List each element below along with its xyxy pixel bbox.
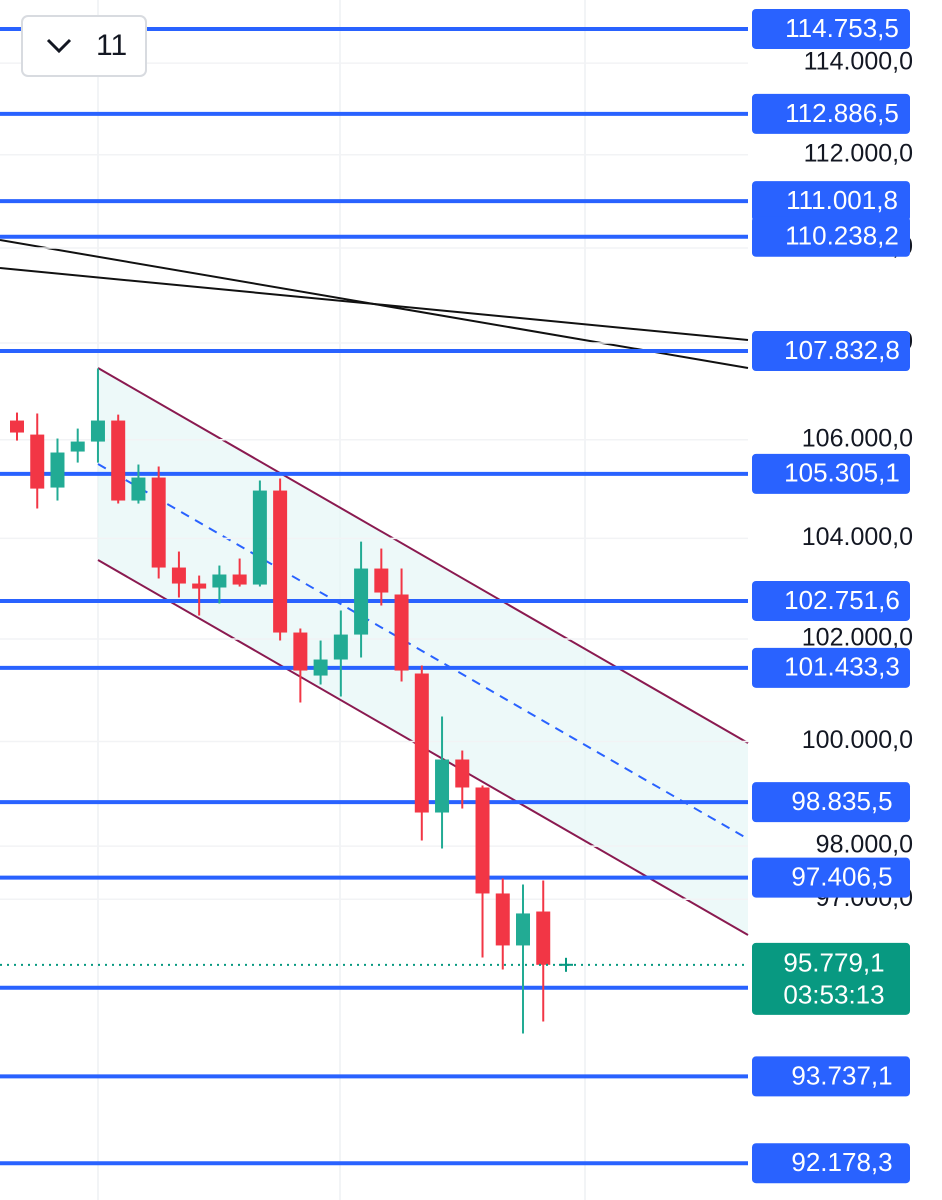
y-tick-label: 114.000,0	[804, 48, 913, 76]
candle-body	[414, 673, 429, 813]
level-label: 97.406,5	[791, 861, 892, 891]
level-label: 98.835,5	[791, 786, 892, 816]
candle-body	[495, 893, 510, 946]
last-price-box	[752, 942, 910, 1015]
candle-body	[50, 452, 65, 488]
candle-body	[171, 567, 186, 584]
candle-body	[232, 574, 247, 585]
candle-body	[90, 420, 105, 442]
y-tick-label: 100.000,0	[802, 726, 913, 754]
candle-body	[30, 434, 45, 489]
level-label-box	[752, 782, 910, 823]
level-label: 107.832,8	[784, 335, 900, 365]
level-label-box	[752, 1056, 910, 1097]
level-label: 112.886,5	[785, 98, 899, 128]
y-axis	[0, 62, 748, 900]
level-label-box	[752, 216, 910, 257]
chevron-icon	[46, 38, 72, 54]
channel-upper	[97, 367, 749, 744]
level-label: 102.751,6	[784, 585, 900, 615]
level-label: 101.433,3	[784, 652, 900, 682]
last-price-label: 95.779,1	[783, 948, 884, 978]
candle-body	[354, 568, 369, 635]
candle-body	[435, 759, 450, 813]
level-label-box	[752, 331, 910, 372]
level-label-box	[752, 580, 910, 621]
level-label: 111.001,8	[786, 185, 898, 215]
level-label-box	[752, 93, 910, 134]
countdown-label: 03:53:13	[783, 980, 884, 1010]
candle-body	[252, 490, 267, 585]
candle-body	[475, 787, 490, 894]
candle-body	[516, 913, 530, 946]
candle-body	[131, 477, 146, 501]
candle-body	[192, 583, 207, 589]
candle-body	[313, 659, 328, 676]
candle-body	[273, 490, 288, 633]
level-label-box	[752, 8, 910, 49]
level-label-box	[752, 181, 910, 222]
y-tick-label: 106.000,0	[802, 424, 913, 452]
candle-body	[333, 634, 348, 660]
y-tick-label: 102.000,0	[802, 624, 913, 652]
trend-line	[0, 267, 749, 341]
badge-box[interactable]	[21, 15, 147, 77]
y-tick-label: 104.000,0	[802, 523, 913, 551]
candle-body	[70, 441, 85, 452]
axis-labels: 114.000,0112.000,0110.000,0108.000,0106.…	[752, 8, 913, 1184]
level-label: 93.737,1	[791, 1060, 892, 1090]
badge-text: 11	[96, 29, 127, 62]
channel-mid	[97, 463, 749, 840]
level-label: 92.178,3	[791, 1147, 892, 1177]
y-tick-label: 98.000,0	[816, 831, 913, 859]
drawings	[0, 239, 749, 936]
candle-body	[536, 911, 551, 965]
level-label-box	[752, 1143, 910, 1184]
candle-body	[374, 568, 389, 593]
level-label: 114.753,5	[785, 13, 899, 43]
candle-body	[151, 477, 166, 568]
candle-body	[111, 420, 126, 501]
level-label: 105.305,1	[784, 458, 900, 488]
candle-body	[455, 759, 470, 788]
interval-badge[interactable]: 11	[21, 15, 147, 77]
candle-body	[394, 594, 409, 671]
y-tick-label: 112.000,0	[804, 139, 913, 167]
candle-body	[293, 632, 308, 671]
level-label-box	[752, 453, 910, 494]
level-label-box	[752, 647, 910, 688]
level-label: 110.238,2	[785, 221, 899, 251]
candle-body	[10, 420, 24, 433]
candle-body	[212, 574, 227, 588]
level-label-box	[752, 857, 910, 898]
candles	[0, 368, 748, 1034]
